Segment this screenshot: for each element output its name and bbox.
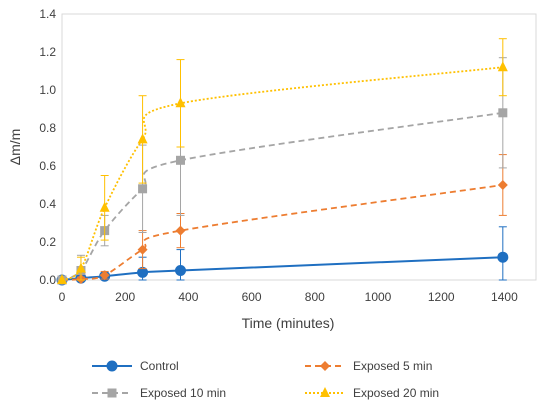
data-point <box>175 265 186 276</box>
x-tick-label: 1200 <box>428 290 455 304</box>
y-tick-label: 0.4 <box>39 197 56 211</box>
series-diamond <box>57 154 508 285</box>
legend-label: Control <box>140 359 179 373</box>
legend-label: Exposed 20 min <box>353 386 439 400</box>
data-point <box>75 262 86 273</box>
series-line <box>61 111 503 281</box>
legend-item: Control <box>92 359 179 373</box>
data-point <box>175 225 186 236</box>
y-tick-label: 0.6 <box>39 159 56 173</box>
x-tick-label: 400 <box>178 290 198 304</box>
data-point <box>57 274 67 284</box>
data-point <box>175 97 186 108</box>
y-tick-label: 0.2 <box>39 235 56 249</box>
data-point <box>497 61 508 72</box>
y-tick-label: 0.0 <box>39 273 56 287</box>
x-axis: 0 200 400 600 800 1000 1200 1400 <box>59 290 518 304</box>
x-axis-label: Time (minutes) <box>242 315 335 331</box>
legend-item: Exposed 5 min <box>305 359 432 373</box>
legend-marker <box>320 361 330 371</box>
series-circle <box>56 226 509 286</box>
x-tick-label: 1400 <box>491 290 518 304</box>
plot-border <box>61 13 537 281</box>
data-point <box>497 251 509 263</box>
data-point <box>137 244 148 255</box>
legend-marker <box>106 360 118 372</box>
legend-item: Exposed 20 min <box>305 386 439 400</box>
x-tick-label: 1000 <box>365 290 392 304</box>
data-point <box>497 180 508 190</box>
y-tick-label: 0.8 <box>39 121 56 135</box>
data-point <box>99 201 110 212</box>
legend: Control Exposed 5 min Exposed 10 min Expose… <box>92 359 439 400</box>
legend-label: Exposed 5 min <box>353 359 432 373</box>
series-layer <box>56 38 509 286</box>
y-axis-label: Δm/m <box>7 129 23 166</box>
x-tick-label: 0 <box>59 290 66 304</box>
series-line <box>61 256 503 281</box>
legend-marker <box>320 387 330 397</box>
y-tick-label: 1.2 <box>39 45 56 59</box>
data-point <box>498 108 508 118</box>
legend-label: Exposed 10 min <box>140 386 226 400</box>
y-tick-label: 1.4 <box>39 7 56 21</box>
x-tick-label: 600 <box>242 290 262 304</box>
data-point <box>99 270 110 281</box>
x-tick-label: 200 <box>115 290 135 304</box>
data-point <box>138 184 148 194</box>
series-triangle <box>57 38 508 284</box>
y-tick-label: 1.0 <box>39 83 56 97</box>
y-axis: 0.0 0.2 0.4 0.6 0.8 1.0 1.2 1.4 <box>39 7 56 287</box>
series-square <box>57 57 508 285</box>
data-point <box>137 133 148 144</box>
legend-marker <box>107 388 117 398</box>
series-line <box>61 66 503 281</box>
plot-area <box>61 13 537 281</box>
x-tick-label: 800 <box>305 290 325 304</box>
legend-item: Exposed 10 min <box>92 386 226 400</box>
data-point <box>176 155 185 165</box>
